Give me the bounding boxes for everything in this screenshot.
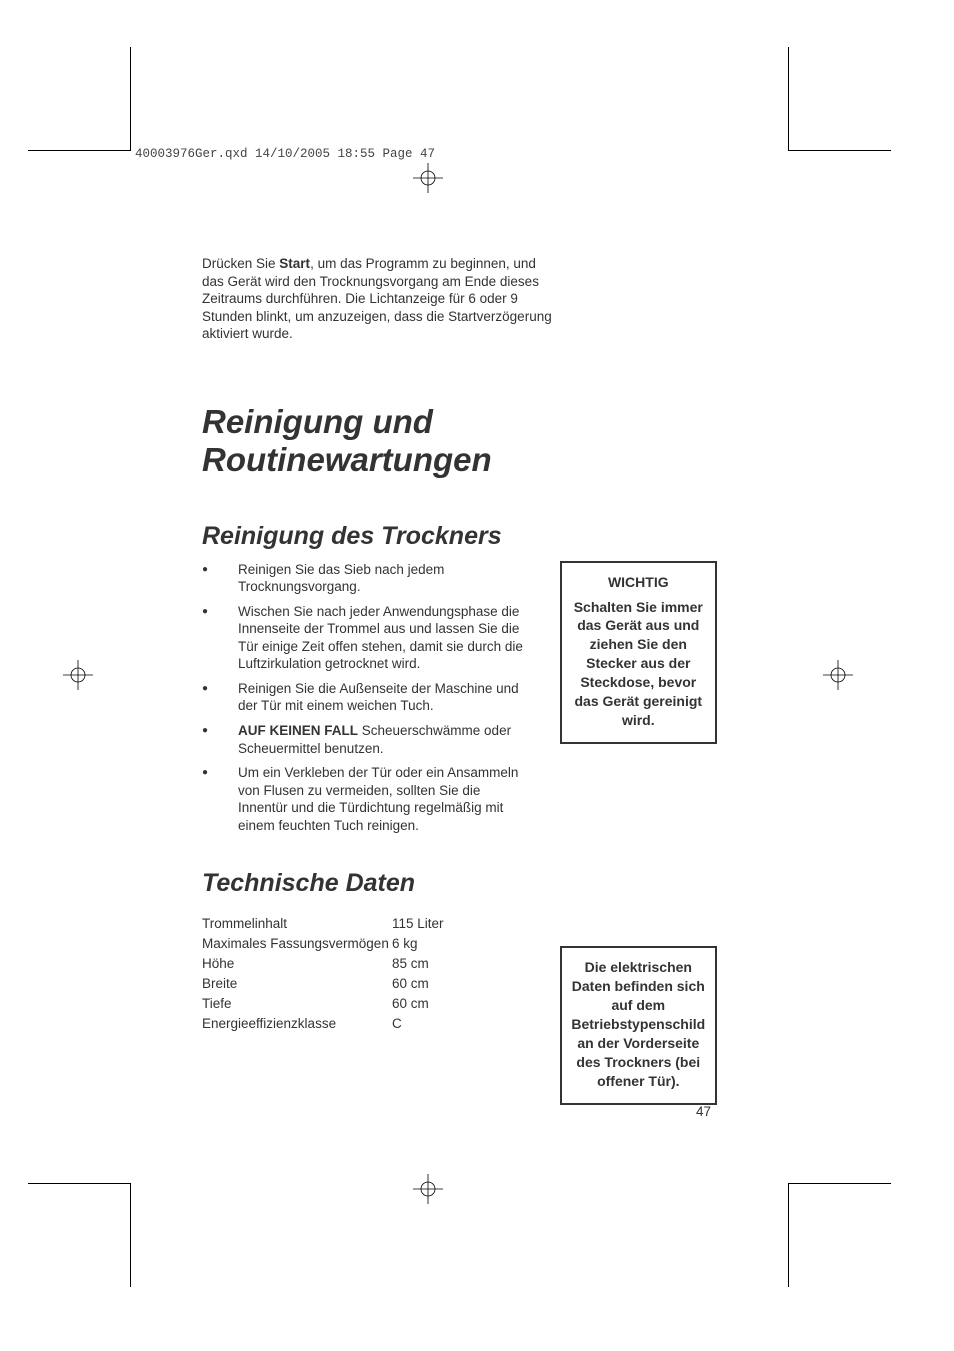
crop-mark: [28, 150, 131, 151]
intro-pre: Drücken Sie: [202, 256, 279, 271]
crop-mark: [130, 1184, 131, 1287]
list-item: ●Reinigen Sie die Außenseite der Maschin…: [202, 680, 532, 715]
cleaning-list: ●Reinigen Sie das Sieb nach jedem Trockn…: [202, 561, 532, 835]
table-row: Tiefe60 cm: [202, 993, 444, 1013]
list-text: Reinigen Sie das Sieb nach jedem Trocknu…: [238, 561, 532, 596]
bullet-icon: ●: [202, 764, 238, 834]
registration-mark-icon: [63, 660, 93, 690]
tech-label: Energieeffizienzklasse: [202, 1013, 392, 1033]
page-content: Drücken Sie Start, um das Programm zu be…: [130, 150, 789, 1184]
crop-mark: [28, 1183, 131, 1184]
callout-column: WICHTIG Schalten Sie immer das Gerät aus…: [560, 561, 717, 744]
crop-mark: [788, 47, 789, 150]
list-text: Reinigen Sie die Außenseite der Maschine…: [238, 680, 532, 715]
bullet-icon: ●: [202, 603, 238, 673]
tech-value: C: [392, 1013, 444, 1033]
heading-cleaning: Reinigung des Trockners: [202, 522, 717, 551]
callout-body: Schalten Sie immer das Gerät aus und zie…: [570, 598, 707, 730]
bullet-icon: ●: [202, 680, 238, 715]
important-callout: WICHTIG Schalten Sie immer das Gerät aus…: [560, 561, 717, 744]
tech-label: Höhe: [202, 953, 392, 973]
list-item: ●Um ein Verkleben der Tür oder ein Ansam…: [202, 764, 532, 834]
cleaning-list-column: ●Reinigen Sie das Sieb nach jedem Trockn…: [202, 561, 532, 842]
tech-label: Maximales Fassungsvermögen: [202, 933, 392, 953]
heading-tech: Technische Daten: [202, 869, 717, 898]
tech-label: Trommelinhalt: [202, 913, 392, 933]
table-row: Trommelinhalt115 Liter: [202, 913, 444, 933]
tech-table-column: Trommelinhalt115 Liter Maximales Fassung…: [202, 908, 532, 1033]
crop-mark: [788, 150, 891, 151]
tech-value: 115 Liter: [392, 913, 444, 933]
table-row: Breite60 cm: [202, 973, 444, 993]
electrical-callout: Die elektrischen Daten befinden sich auf…: [560, 946, 717, 1104]
tech-table: Trommelinhalt115 Liter Maximales Fassung…: [202, 913, 444, 1033]
registration-mark-icon: [823, 660, 853, 690]
tech-value: 6 kg: [392, 933, 444, 953]
intro-bold: Start: [279, 256, 310, 271]
list-item: ●Wischen Sie nach jeder Anwendungsphase …: [202, 603, 532, 673]
list-text: Wischen Sie nach jeder Anwendungsphase d…: [238, 603, 532, 673]
tech-value: 85 cm: [392, 953, 444, 973]
intro-paragraph: Drücken Sie Start, um das Programm zu be…: [202, 255, 557, 343]
list-text: AUF KEINEN FALL Scheuerschwämme oder Sch…: [238, 722, 532, 757]
page-number: 47: [696, 1104, 711, 1119]
tech-value: 60 cm: [392, 973, 444, 993]
list-bold: AUF KEINEN FALL: [238, 723, 358, 738]
callout-title: WICHTIG: [570, 573, 707, 592]
list-item: ●AUF KEINEN FALL Scheuerschwämme oder Sc…: [202, 722, 532, 757]
table-row: Höhe85 cm: [202, 953, 444, 973]
crop-mark: [130, 47, 131, 150]
tech-label: Breite: [202, 973, 392, 993]
table-row: Maximales Fassungsvermögen6 kg: [202, 933, 444, 953]
callout-column: Die elektrischen Daten befinden sich auf…: [560, 946, 717, 1104]
table-row: EnergieeffizienzklasseC: [202, 1013, 444, 1033]
bullet-icon: ●: [202, 722, 238, 757]
list-text: Um ein Verkleben der Tür oder ein Ansamm…: [238, 764, 532, 834]
bullet-icon: ●: [202, 561, 238, 596]
crop-mark: [788, 1184, 789, 1287]
heading-main: Reinigung und Routinewartungen: [202, 403, 717, 479]
tech-label: Tiefe: [202, 993, 392, 1013]
tech-value: 60 cm: [392, 993, 444, 1013]
crop-mark: [788, 1183, 891, 1184]
list-item: ●Reinigen Sie das Sieb nach jedem Trockn…: [202, 561, 532, 596]
callout-body: Die elektrischen Daten befinden sich auf…: [570, 958, 707, 1090]
